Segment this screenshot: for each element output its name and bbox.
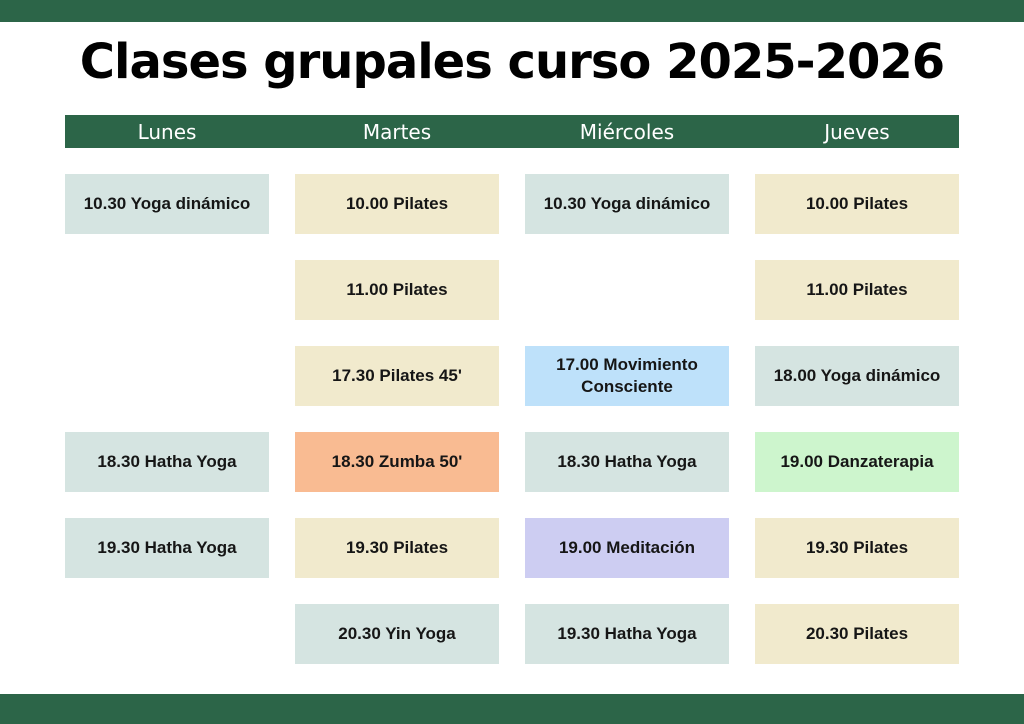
class-cell-lunes-row4: 18.30 Hatha Yoga [65, 432, 269, 492]
day-header-martes: Martes [362, 119, 432, 144]
class-cell-martes-row5: 19.30 Pilates [295, 518, 499, 578]
class-cell-martes-row2: 11.00 Pilates [295, 260, 499, 320]
class-cell-jueves-row1: 10.00 Pilates [755, 174, 959, 234]
empty-slot [65, 260, 269, 320]
class-cell-lunes-row5: 19.30 Hatha Yoga [65, 518, 269, 578]
class-cell-miercoles-row5: 19.00 Meditación [525, 518, 729, 578]
class-cell-miercoles-row6: 19.30 Hatha Yoga [525, 604, 729, 664]
day-header-miercoles: Miércoles [579, 119, 675, 144]
schedule-grid: 10.30 Yoga dinámico 10.00 Pilates 10.30 Yo… [65, 174, 959, 664]
empty-slot [525, 260, 729, 320]
class-cell-martes-row3: 17.30 Pilates 45' [295, 346, 499, 406]
class-cell-lunes-row1: 10.30 Yoga dinámico [65, 174, 269, 234]
empty-slot [65, 604, 269, 664]
top-bar [0, 0, 1024, 22]
class-cell-miercoles-row3: 17.00 Movimiento Consciente [525, 346, 729, 406]
bottom-bar [0, 694, 1024, 724]
days-header: Lunes Martes Miércoles Jueves [65, 115, 959, 148]
day-header-lunes: Lunes [137, 119, 197, 144]
class-cell-martes-row6: 20.30 Yin Yoga [295, 604, 499, 664]
class-cell-jueves-row4: 19.00 Danzaterapia [755, 432, 959, 492]
class-cell-martes-row1: 10.00 Pilates [295, 174, 499, 234]
class-cell-jueves-row6: 20.30 Pilates [755, 604, 959, 664]
class-cell-miercoles-row1: 10.30 Yoga dinámico [525, 174, 729, 234]
class-cell-miercoles-row4: 18.30 Hatha Yoga [525, 432, 729, 492]
empty-slot [65, 346, 269, 406]
class-cell-jueves-row5: 19.30 Pilates [755, 518, 959, 578]
class-cell-jueves-row3: 18.00 Yoga dinámico [755, 346, 959, 406]
day-header-jueves: Jueves [824, 119, 890, 144]
page-title: Clases grupales curso 2025-2026 [79, 34, 945, 90]
class-cell-martes-row4: 18.30 Zumba 50' [295, 432, 499, 492]
class-cell-jueves-row2: 11.00 Pilates [755, 260, 959, 320]
